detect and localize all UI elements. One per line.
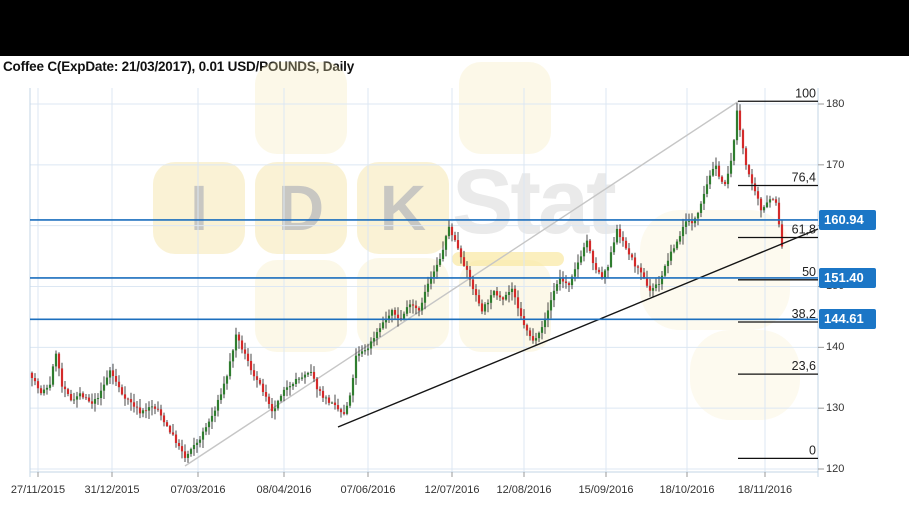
axis-ticks bbox=[37, 103, 824, 477]
top-black-band bbox=[0, 0, 909, 56]
watermark-blob bbox=[690, 330, 800, 420]
y-axis-label: 120 bbox=[826, 462, 845, 475]
watermark-tile bbox=[255, 260, 347, 352]
fibonacci-retracement[interactable]: 100 76,4 61,8 50 38,2 23,6 0 bbox=[738, 86, 818, 460]
watermark-letter: K bbox=[379, 172, 427, 244]
grid bbox=[29, 88, 819, 477]
watermark-tile bbox=[459, 62, 551, 154]
watermark-swoosh bbox=[452, 252, 564, 266]
x-axis-label: 31/12/2015 bbox=[84, 484, 140, 496]
fib-level-label: 0 bbox=[809, 443, 816, 457]
fib-level-label: 23,6 bbox=[792, 359, 816, 373]
x-axis-label: 08/04/2016 bbox=[256, 484, 312, 496]
fib-level-label: 76,4 bbox=[792, 171, 816, 185]
support-trendline[interactable] bbox=[337, 228, 819, 428]
price-line-badge: 151.40 bbox=[819, 267, 876, 288]
price-line-badge: 144.61 bbox=[819, 309, 876, 330]
watermark-letter-tile: K bbox=[357, 162, 449, 254]
candlestick-series bbox=[30, 103, 784, 463]
fib-level-label: 38,2 bbox=[792, 307, 816, 321]
watermark-letter: D bbox=[277, 172, 325, 244]
price-line-badge: 160.94 bbox=[819, 209, 876, 230]
watermark-letter-tile: D bbox=[255, 162, 347, 254]
x-axis-label: 27/11/2015 bbox=[10, 484, 66, 496]
x-axis-label: 15/09/2016 bbox=[578, 484, 634, 496]
fib-level-label: 50 bbox=[802, 265, 816, 279]
x-axis-label: 18/11/2016 bbox=[737, 484, 793, 496]
y-axis-label: 140 bbox=[826, 341, 845, 354]
y-axis-label: 170 bbox=[826, 158, 845, 171]
x-axis-label: 12/07/2016 bbox=[424, 484, 480, 496]
x-axis-label: 18/10/2016 bbox=[659, 484, 715, 496]
x-axis-label: 07/06/2016 bbox=[340, 484, 396, 496]
watermark-tile bbox=[255, 62, 347, 154]
x-axis-label: 07/03/2016 bbox=[170, 484, 226, 496]
fib-level-label: 61,8 bbox=[792, 223, 816, 237]
x-axis-label: 12/08/2016 bbox=[496, 484, 552, 496]
chart-title: Coffee C(ExpDate: 21/03/2017), 0.01 USD/… bbox=[3, 59, 355, 74]
y-axis-label: 130 bbox=[826, 402, 845, 415]
y-axis-label: 180 bbox=[826, 98, 845, 110]
fib-level-label: 100 bbox=[795, 86, 816, 100]
